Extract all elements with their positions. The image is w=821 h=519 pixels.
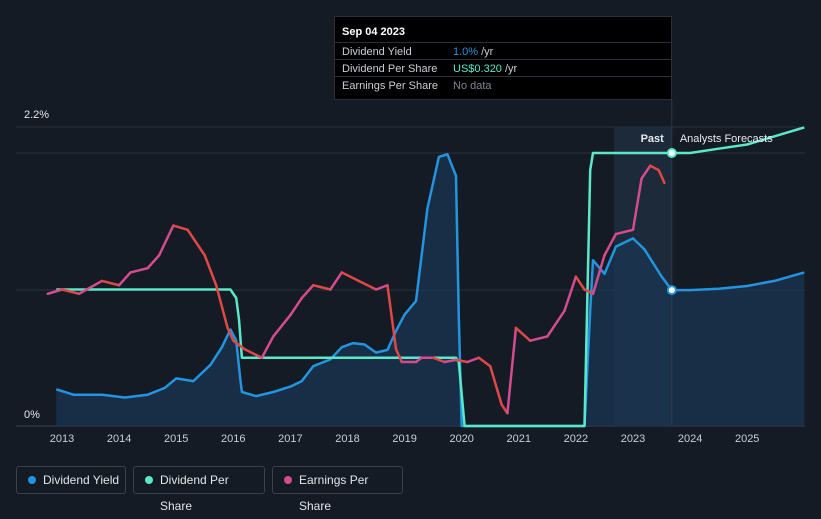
x-tick-label: 2025 bbox=[735, 433, 759, 445]
earnings-per-share-segment bbox=[614, 228, 635, 236]
earnings-per-share-segment bbox=[46, 288, 64, 296]
earnings-per-share-segment bbox=[648, 164, 660, 172]
x-tick-label: 2021 bbox=[507, 433, 531, 445]
earnings-per-share-segment bbox=[528, 335, 549, 342]
dividend-yield-line[interactable] bbox=[55, 152, 805, 428]
dividend-yield-area bbox=[56, 154, 805, 426]
earnings-per-share-segment bbox=[260, 335, 275, 359]
earnings-per-share-segment bbox=[77, 279, 104, 296]
analysts-forecasts-label: Analysts Forecasts bbox=[680, 133, 773, 145]
earnings-per-share-segment bbox=[60, 288, 81, 296]
earnings-per-share-segment bbox=[357, 279, 378, 291]
earnings-per-share-segment bbox=[203, 254, 218, 287]
legend-dot-icon bbox=[145, 476, 153, 484]
earnings-per-share-segment bbox=[311, 283, 332, 291]
earnings-per-share-segment bbox=[574, 275, 586, 291]
earnings-per-share-segment bbox=[563, 275, 578, 313]
legend-dot-icon bbox=[284, 476, 292, 484]
earnings-per-share-segment bbox=[100, 279, 121, 287]
earnings-per-share-segment bbox=[214, 283, 229, 330]
x-tick-label: 2024 bbox=[678, 433, 702, 445]
earnings-per-share-segment bbox=[172, 224, 189, 232]
x-tick-label: 2022 bbox=[564, 433, 588, 445]
tooltip-row-dividend-yield: Dividend Yield 1.0%/yr bbox=[335, 42, 671, 61]
x-tick-label: 2018 bbox=[335, 433, 359, 445]
chart-tooltip: Sep 04 2023 Dividend Yield 1.0%/yr Divid… bbox=[334, 16, 672, 100]
x-tick-label: 2015 bbox=[164, 433, 188, 445]
earnings-per-share-segment bbox=[477, 356, 492, 368]
earnings-per-share-segment bbox=[300, 283, 315, 300]
earnings-per-share-segment bbox=[226, 326, 235, 342]
earnings-per-share-segment bbox=[431, 356, 446, 364]
earnings-per-share-segment bbox=[631, 177, 643, 232]
earnings-per-share-segment bbox=[591, 254, 606, 296]
x-tick-label: 2020 bbox=[449, 433, 473, 445]
earnings-per-share-segment bbox=[454, 358, 469, 364]
tooltip-row-dividend-per-share: Dividend Per Share US$0.320/yr bbox=[335, 59, 671, 78]
y-axis-top-label: 2.2% bbox=[24, 109, 49, 121]
x-tick-label: 2023 bbox=[621, 433, 645, 445]
x-tick-label: 2016 bbox=[221, 433, 245, 445]
earnings-per-share-segment bbox=[394, 347, 403, 364]
tooltip-date: Sep 04 2023 bbox=[342, 26, 405, 38]
earnings-per-share-segment bbox=[329, 271, 344, 291]
earnings-per-share-segment bbox=[272, 313, 292, 338]
earnings-per-share-segment bbox=[657, 168, 666, 185]
tooltip-label: Dividend Per Share bbox=[342, 63, 438, 75]
earnings-per-share-segment bbox=[489, 365, 503, 406]
earnings-per-share-segment bbox=[640, 164, 652, 180]
earnings-per-share-segment bbox=[117, 271, 132, 287]
earnings-per-share-segment bbox=[157, 224, 175, 257]
dividend-chart[interactable]: Past Analysts Forecasts 2.2% 0% 2013 2014… bbox=[0, 0, 821, 508]
earnings-per-share-segment bbox=[603, 232, 618, 257]
yield-marker bbox=[666, 285, 677, 296]
dividend-per-share-line[interactable] bbox=[56, 126, 805, 428]
legend-dot-icon bbox=[28, 476, 36, 484]
x-tick-label: 2014 bbox=[107, 433, 131, 445]
tooltip-value: 1.0%/yr bbox=[453, 46, 494, 58]
tooltip-value: US$0.320/yr bbox=[453, 63, 518, 75]
tooltip-value: No data bbox=[453, 80, 492, 92]
earnings-per-share-segment bbox=[146, 254, 161, 270]
tooltip-row-earnings-per-share: Earnings Per Share No data bbox=[335, 76, 671, 95]
earnings-per-share-segment bbox=[340, 271, 361, 283]
tooltip-label: Earnings Per Share bbox=[342, 80, 438, 92]
x-tick-label: 2017 bbox=[278, 433, 302, 445]
legend-dividend-yield[interactable]: Dividend Yield bbox=[16, 466, 126, 494]
earnings-per-share-segment bbox=[443, 358, 458, 364]
x-tick-label: 2019 bbox=[392, 433, 416, 445]
dps-marker bbox=[666, 148, 677, 158]
earnings-per-share-segment bbox=[289, 296, 304, 317]
legend-dividend-per-share[interactable]: Dividend Per Share bbox=[133, 466, 265, 513]
y-axis-bottom-label: 0% bbox=[24, 409, 40, 421]
earnings-per-share-segment bbox=[386, 283, 398, 351]
earnings-per-share-segment bbox=[243, 347, 264, 359]
tooltip-label: Dividend Yield bbox=[342, 46, 412, 58]
legend-label: Dividend Yield bbox=[43, 473, 120, 487]
earnings-per-share-segment bbox=[374, 283, 389, 291]
legend-earnings-per-share[interactable]: Earnings Per Share bbox=[272, 466, 403, 513]
x-tick-label: 2013 bbox=[50, 433, 74, 445]
earnings-per-share-segment bbox=[466, 356, 481, 364]
earnings-per-share-segment bbox=[232, 339, 246, 351]
earnings-per-share-segment bbox=[129, 266, 149, 274]
earnings-per-share-segment bbox=[583, 288, 595, 296]
earnings-per-share-segment bbox=[506, 326, 518, 415]
past-label: Past bbox=[641, 133, 665, 145]
earnings-per-share-segment bbox=[514, 326, 532, 342]
earnings-per-share-segment bbox=[546, 309, 566, 338]
earnings-per-share-segment bbox=[186, 228, 206, 257]
